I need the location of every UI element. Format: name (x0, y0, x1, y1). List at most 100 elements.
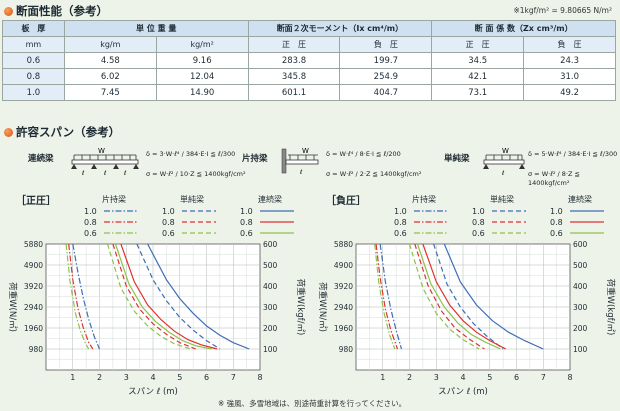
formula-label-katamochi: 片持梁 (242, 154, 268, 164)
y-tick-label-right: 100 (573, 345, 588, 354)
y-tick-label-left: 5880 (24, 240, 43, 249)
section-title-properties: 断面性能（参考） (4, 3, 108, 19)
formula-tanjun-deflection: δ = 5·W·ℓ⁴ / 384·E·I ≦ ℓ/300 (528, 150, 618, 158)
beam-l-label: ℓ (501, 170, 504, 176)
x-tick-label: 2 (97, 373, 102, 382)
chart-negative-pressure: ［負圧］ 片持梁 1.0 0.8 0.6 単純梁 1.0 0.8 0.6 連続梁 1.0 0.8 0.6… (310, 192, 620, 402)
beam-diagram-renzoku: W ℓ ℓ ℓ (71, 147, 139, 176)
y-tick-label-right: 400 (573, 282, 588, 291)
cell: 345.8 (247, 68, 341, 85)
x-tick-label: 6 (514, 373, 519, 382)
legend-label: 1.0 (550, 207, 563, 216)
legend-label: 1.0 (240, 207, 253, 216)
cell: 404.7 (339, 84, 433, 101)
beam-diagram-tanjun: W ℓ (483, 147, 525, 176)
y-tick-label-right: 600 (573, 240, 588, 249)
legend-label: 0.6 (472, 229, 485, 238)
chart-svg: ［正圧］ 片持梁 1.0 0.8 0.6 単純梁 1.0 0.8 0.6 連続梁 1.0 0.8 0.6… (7, 194, 306, 397)
y-tick-label-left: 2940 (24, 303, 43, 312)
legend-label: 0.6 (550, 229, 563, 238)
legend-label: 0.8 (394, 218, 407, 227)
series-line (379, 244, 403, 350)
x-axis-label: スパン ℓ (m) (438, 387, 488, 397)
formula-tanjun-stress: σ = W·ℓ² / 8·Z ≦ 1400kgf/cm² (528, 170, 580, 187)
x-tick-label: 7 (231, 373, 236, 382)
chart-title: ［正圧］ (16, 194, 56, 207)
cell: 199.7 (339, 52, 433, 69)
x-tick-label: 3 (124, 373, 129, 382)
y-tick-label-left: 5880 (334, 240, 353, 249)
y-tick-label-right: 300 (263, 303, 278, 312)
unit-modulus-pos: 正 圧 (431, 36, 525, 53)
series-line (416, 244, 501, 350)
series-line (422, 244, 507, 350)
series-line (433, 244, 504, 350)
chart-title: ［負圧］ (326, 194, 366, 207)
formula-renzoku-deflection: δ = 3·W·ℓ⁴ / 384·E·I ≦ ℓ/300 (146, 150, 236, 158)
header-moment: 断面２次モーメント（Ix cm⁴/m） (247, 20, 433, 37)
x-tick-label: 6 (204, 373, 209, 382)
cell: 24.3 (523, 52, 616, 69)
table-row: 0.8 6.02 12.04 345.8 254.9 42.1 31.0 (2, 68, 616, 85)
beam-l-label: ℓ (81, 170, 84, 176)
chart-svg: ［負圧］ 片持梁 1.0 0.8 0.6 単純梁 1.0 0.8 0.6 連続梁 1.0 0.8 0.6… (317, 194, 616, 397)
series-line (147, 244, 250, 350)
y-tick-label-left: 980 (339, 345, 354, 354)
series-line (120, 244, 218, 350)
legend-header: 連続梁 (568, 194, 592, 204)
x-tick-label: 8 (257, 373, 262, 382)
header-modulus: 断 面 係 数（Zx cm³/m） (431, 20, 616, 37)
unit-note: ※1kgf/m² = 9.80665 N/m² (513, 6, 612, 15)
y-tick-label-right: 400 (263, 282, 278, 291)
legend-label: 0.6 (84, 229, 97, 238)
y-tick-label-right: 600 (263, 240, 278, 249)
y-tick-label-left: 3920 (24, 282, 43, 291)
y-tick-label-right: 100 (263, 345, 278, 354)
y-tick-label-right: 200 (263, 324, 278, 333)
legend-label: 0.8 (240, 218, 253, 227)
legend-label: 0.6 (162, 229, 175, 238)
y-axis-label-left: 荷重W(N/㎡) (317, 282, 328, 332)
cell: 283.8 (247, 52, 341, 69)
beam-l-label: ℓ (299, 169, 302, 176)
y-tick-label-left: 1960 (24, 324, 43, 333)
cell: 14.90 (155, 84, 249, 101)
formula-row: 連続梁 W ℓ ℓ ℓ δ = 3·W·ℓ⁴ / 384·E·I ≦ ℓ/300… (0, 146, 620, 190)
legend-header: 片持梁 (102, 194, 126, 204)
y-tick-label-left: 3920 (334, 282, 353, 291)
cell: 0.6 (2, 52, 65, 69)
header-thickness: 板 厚 (2, 20, 65, 37)
cell: 4.58 (63, 52, 157, 69)
legend-label: 0.6 (240, 229, 253, 238)
section-title-span: 許容スパン（参考） (4, 124, 120, 140)
x-tick-label: 4 (150, 373, 155, 382)
y-tick-label-right: 300 (573, 303, 588, 312)
formula-katamochi-stress: σ = W·ℓ² / 2·Z ≦ 1400kgf/cm² (326, 170, 422, 178)
section-title-properties-text: 断面性能（参考） (16, 4, 108, 18)
x-tick-label: 2 (407, 373, 412, 382)
unit-modulus-neg: 負 圧 (523, 36, 616, 53)
unit-moment-neg: 負 圧 (339, 36, 433, 53)
cell: 254.9 (339, 68, 433, 85)
x-tick-label: 8 (567, 373, 572, 382)
y-axis-label-right: 荷重W(kgf/㎡) (295, 279, 306, 336)
formula-label-tanjun: 単純梁 (444, 154, 470, 164)
bullet-icon (4, 6, 13, 16)
cell: 6.02 (63, 68, 157, 85)
series-line (65, 244, 90, 350)
legend-label: 1.0 (472, 207, 485, 216)
cell: 1.0 (2, 84, 65, 101)
series-line (112, 244, 197, 350)
x-tick-label: 1 (380, 373, 385, 382)
y-tick-label-right: 500 (573, 261, 588, 270)
y-tick-label-left: 4900 (24, 261, 43, 270)
legend-label: 0.6 (394, 229, 407, 238)
legend-header: 単純梁 (180, 194, 204, 204)
series-line (443, 244, 544, 350)
cell: 12.04 (155, 68, 249, 85)
header-unit-weight: 単 位 重 量 (63, 20, 249, 37)
y-axis-label-left: 荷重W(N/㎡) (7, 282, 18, 332)
y-tick-label-left: 1960 (334, 324, 353, 333)
y-tick-label-right: 200 (573, 324, 588, 333)
y-tick-label-left: 4900 (334, 261, 353, 270)
